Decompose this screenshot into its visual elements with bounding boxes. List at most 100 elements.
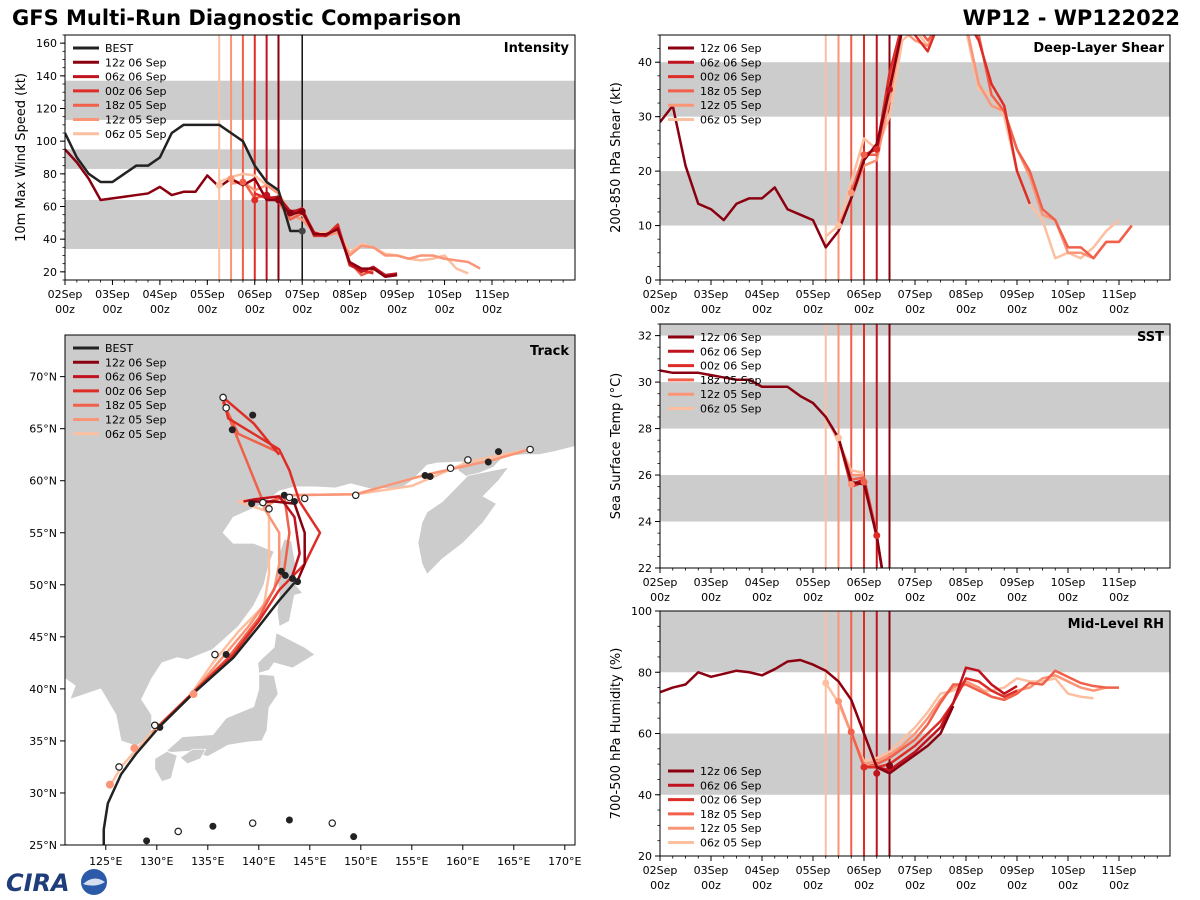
track-open-point xyxy=(285,493,294,502)
y-tick-label: 30 xyxy=(638,376,652,389)
lat-tick-label: 45°N xyxy=(29,631,57,644)
track-filled-point xyxy=(350,833,358,841)
x-tick-label: 11Sep xyxy=(475,288,510,301)
x-tick-label: 03Sep xyxy=(694,288,729,301)
legend-label: 00z 06 Sep xyxy=(700,71,762,84)
x-tick-label: 05Sep xyxy=(796,576,831,589)
x-tick-label: 11Sep xyxy=(1102,864,1137,877)
y-axis-label: Sea Surface Temp (°C) xyxy=(609,373,624,520)
x-tick-sublabel: 00z xyxy=(1109,303,1129,316)
track-open-point xyxy=(211,650,219,659)
x-tick-sublabel: 00z xyxy=(650,591,670,604)
track-filled-point xyxy=(285,816,293,824)
track-map: 125°E 130°E 135°E 140°E 145°E 150°E 155°E 160°E… xyxy=(29,334,582,868)
x-tick-sublabel: 00z xyxy=(803,591,823,604)
series-line xyxy=(837,35,1133,260)
shaded-band xyxy=(660,475,1170,522)
legend-label: 12z 06 Sep xyxy=(700,765,762,778)
x-tick-label: 07Sep xyxy=(898,864,933,877)
land-mass xyxy=(417,466,510,576)
lon-tick-label: 145°E xyxy=(293,855,326,868)
legend-label: 06z 06 Sep xyxy=(700,345,762,358)
track-open-point xyxy=(300,494,309,503)
track-open-point xyxy=(222,404,230,412)
legend-label: 06z 05 Sep xyxy=(105,128,167,141)
land-mass xyxy=(154,750,178,782)
x-tick-sublabel: 00z xyxy=(752,303,772,316)
x-tick-sublabel: 00z xyxy=(701,303,721,316)
y-tick-label: 100 xyxy=(631,605,652,618)
series-line xyxy=(837,674,1107,766)
shaded-band xyxy=(65,199,575,249)
x-tick-label: 06Sep xyxy=(847,288,882,301)
x-tick-sublabel: 00z xyxy=(650,879,670,892)
x-tick-sublabel: 00z xyxy=(1058,303,1078,316)
y-tick-label: 0 xyxy=(645,274,652,287)
track-filled-point xyxy=(294,578,302,586)
x-tick-sublabel: 00z xyxy=(1109,591,1129,604)
x-tick-label: 03Sep xyxy=(95,288,130,301)
legend-label: 00z 06 Sep xyxy=(700,360,762,373)
init-marker xyxy=(822,679,830,687)
legend-label: 18z 05 Sep xyxy=(700,374,762,387)
x-tick-sublabel: 00z xyxy=(1007,879,1027,892)
lat-tick-label: 70°N xyxy=(29,371,57,384)
x-tick-label: 02Sep xyxy=(48,288,83,301)
init-marker xyxy=(873,531,881,539)
land-mass xyxy=(65,842,71,845)
x-tick-sublabel: 00z xyxy=(1058,591,1078,604)
legend-label: 06z 05 Sep xyxy=(700,837,762,850)
x-tick-sublabel: 00z xyxy=(292,303,312,316)
land-mass xyxy=(276,538,304,628)
init-marker xyxy=(886,85,893,93)
x-tick-label: 09Sep xyxy=(1000,864,1035,877)
lon-tick-label: 170°E xyxy=(548,855,581,868)
legend-label: 06z 05 Sep xyxy=(105,428,167,441)
track-open-point xyxy=(219,393,227,402)
chart-title: Mid-Level RH xyxy=(1068,617,1164,632)
track-open-point xyxy=(174,827,183,836)
y-tick-label: 140 xyxy=(36,70,57,83)
track-filled-point xyxy=(228,426,236,434)
track-open-point xyxy=(328,819,337,827)
y-tick-label: 22 xyxy=(638,562,652,575)
x-tick-sublabel: 00z xyxy=(956,879,976,892)
x-tick-label: 07Sep xyxy=(898,288,933,301)
x-tick-sublabel: 00z xyxy=(1007,303,1027,316)
init-marker xyxy=(886,762,893,770)
legend-label: 12z 06 Sep xyxy=(700,331,762,344)
legend-label: 12z 05 Sep xyxy=(700,822,762,835)
lon-tick-label: 165°E xyxy=(497,855,530,868)
y-tick-label: 40 xyxy=(638,56,652,69)
x-tick-sublabel: 00z xyxy=(1058,879,1078,892)
init-marker xyxy=(263,191,271,199)
plot-area xyxy=(660,611,1170,856)
x-tick-label: 10Sep xyxy=(427,288,462,301)
init-marker xyxy=(873,769,881,777)
x-tick-label: 03Sep xyxy=(694,576,729,589)
x-tick-label: 05Sep xyxy=(796,288,831,301)
map-title: Track xyxy=(530,344,569,359)
legend-label: 06z 06 Sep xyxy=(700,779,762,792)
x-tick-sublabel: 00z xyxy=(905,879,925,892)
track-filled-point xyxy=(248,500,256,508)
init-marker xyxy=(835,222,842,230)
shaded-band xyxy=(65,149,575,169)
track-open-point xyxy=(115,763,123,771)
x-tick-sublabel: 00z xyxy=(752,879,772,892)
x-tick-sublabel: 00z xyxy=(956,591,976,604)
forecast-track xyxy=(248,500,306,582)
y-tick-label: 60 xyxy=(638,728,652,741)
x-tick-label: 08Sep xyxy=(332,288,367,301)
x-tick-label: 03Sep xyxy=(694,864,729,877)
init-marker xyxy=(847,189,855,197)
legend-label: 06z 06 Sep xyxy=(105,71,167,84)
land-mass xyxy=(179,748,207,765)
x-tick-label: 02Sep xyxy=(643,576,678,589)
init-marker xyxy=(835,697,842,705)
init-marker xyxy=(835,434,842,442)
lat-tick-label: 30°N xyxy=(29,787,57,800)
y-tick-label: 80 xyxy=(638,666,652,679)
chart-title: Intensity xyxy=(504,41,570,56)
